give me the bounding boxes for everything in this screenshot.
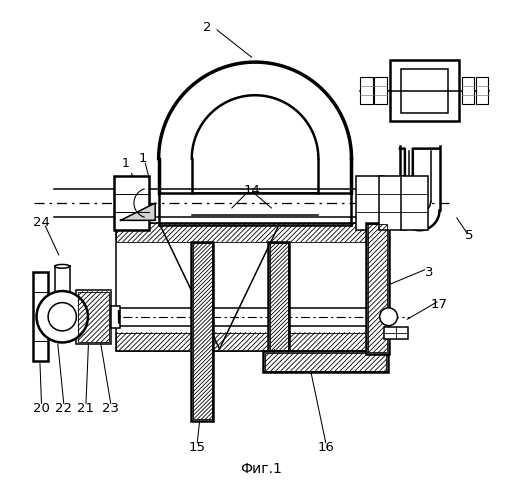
Bar <box>368 224 387 352</box>
Text: 5: 5 <box>465 228 473 241</box>
Bar <box>357 176 384 230</box>
Text: 1: 1 <box>139 152 147 165</box>
Bar <box>33 272 48 361</box>
Bar <box>270 243 288 350</box>
Text: 2: 2 <box>203 21 211 34</box>
Bar <box>78 292 109 342</box>
Text: 1: 1 <box>121 157 130 170</box>
Text: 15: 15 <box>189 442 206 454</box>
Text: 25: 25 <box>268 350 285 363</box>
Text: 22: 22 <box>55 402 72 414</box>
Bar <box>360 76 373 104</box>
Text: 16: 16 <box>317 442 334 454</box>
Bar <box>76 290 111 344</box>
Bar <box>111 306 120 328</box>
Text: 14: 14 <box>243 184 260 197</box>
Bar <box>114 176 149 230</box>
Text: 21: 21 <box>77 402 95 414</box>
Text: 23: 23 <box>102 402 119 414</box>
Circle shape <box>380 308 397 326</box>
Text: 3: 3 <box>425 266 434 279</box>
Bar <box>264 352 388 372</box>
Text: Фиг.1: Фиг.1 <box>241 462 282 475</box>
Bar <box>116 223 388 352</box>
Bar <box>475 76 488 104</box>
Bar <box>116 223 388 242</box>
Bar <box>384 326 408 339</box>
Bar <box>191 242 213 420</box>
Text: 17: 17 <box>431 298 448 311</box>
Bar <box>268 242 289 352</box>
Circle shape <box>48 302 76 331</box>
Text: 20: 20 <box>33 402 50 414</box>
Bar <box>462 76 474 104</box>
Bar <box>401 68 448 112</box>
Bar <box>401 176 428 230</box>
Bar <box>366 223 389 354</box>
Bar <box>390 60 459 122</box>
Bar <box>379 176 406 230</box>
Bar <box>265 353 386 370</box>
Bar <box>374 76 386 104</box>
Circle shape <box>37 291 88 343</box>
Ellipse shape <box>55 264 70 268</box>
Bar <box>116 332 388 351</box>
Polygon shape <box>121 203 155 220</box>
Text: 24: 24 <box>33 216 50 230</box>
Bar <box>192 243 212 419</box>
